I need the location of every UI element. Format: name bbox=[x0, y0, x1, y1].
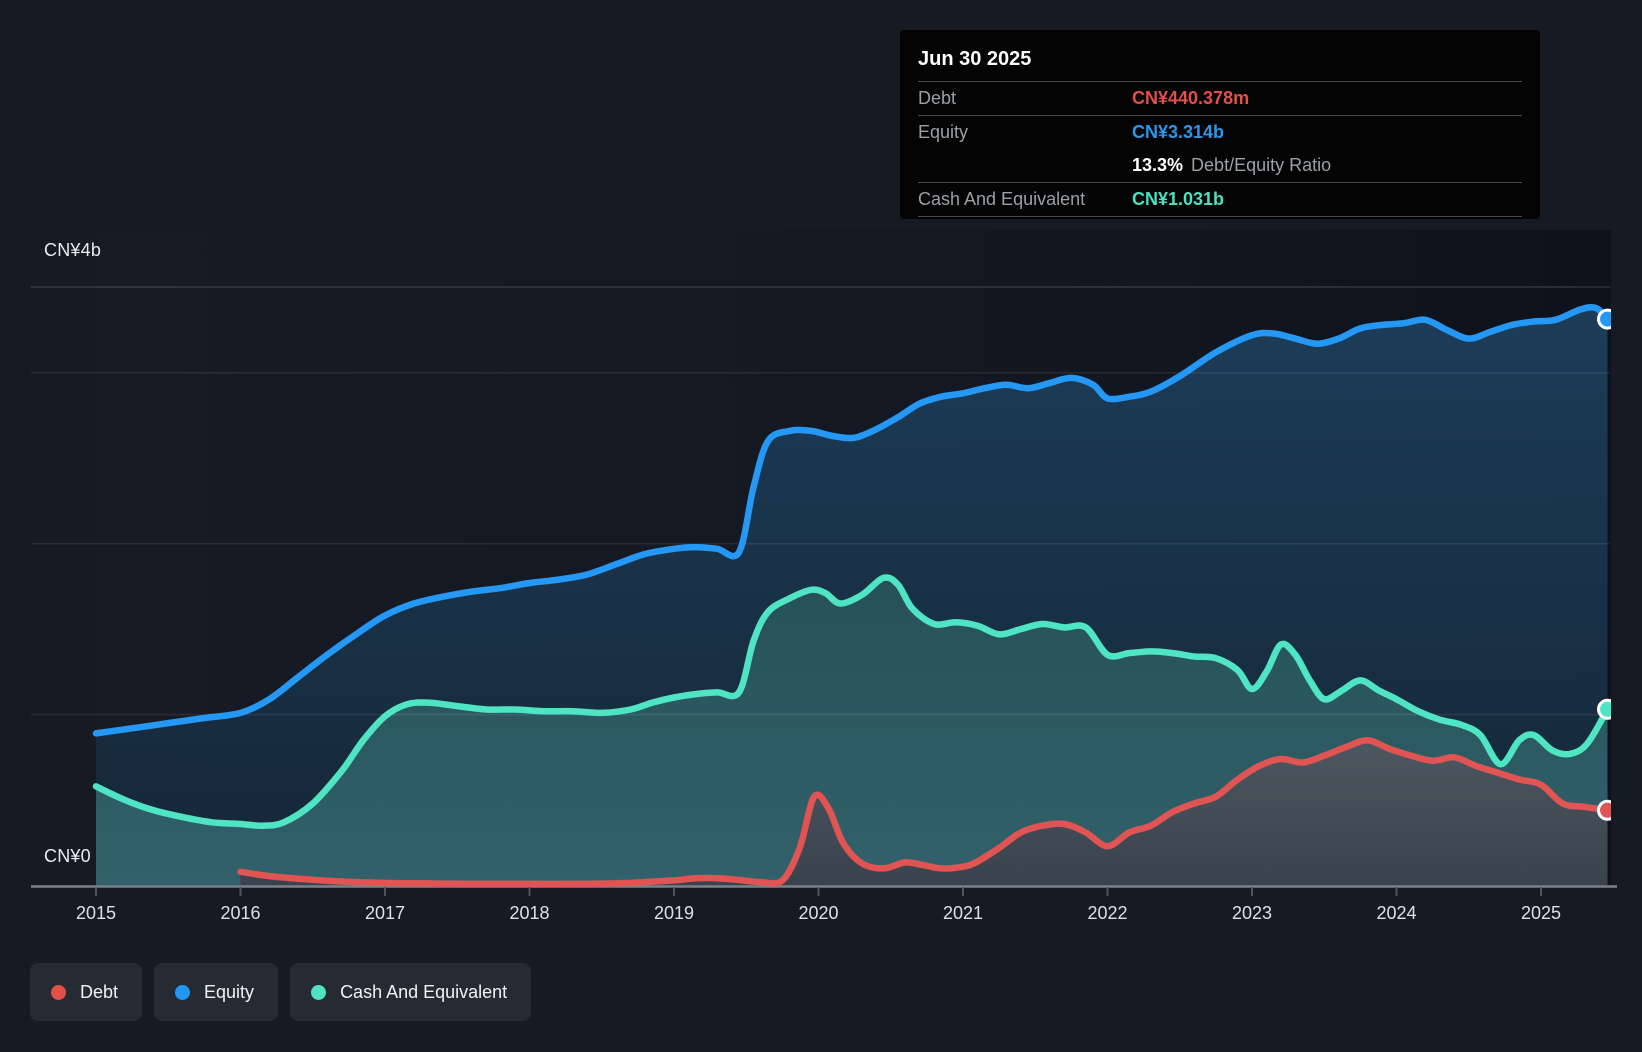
x-tick-label-2018: 2018 bbox=[509, 903, 550, 923]
end-dot-equity bbox=[1597, 308, 1611, 330]
x-axis-ticks bbox=[95, 887, 1542, 896]
tooltip: Jun 30 2025 Debt CN¥440.378m Equity CN¥3… bbox=[900, 30, 1540, 219]
tooltip-cash-value: CN¥1.031b bbox=[1132, 189, 1225, 209]
x-tick-label-2022: 2022 bbox=[1087, 903, 1128, 923]
tooltip-ratio-label: Debt/Equity Ratio bbox=[1191, 155, 1332, 175]
end-dot-cash-and-equivalent bbox=[1597, 698, 1611, 720]
gridlines bbox=[31, 286, 1617, 888]
tooltip-debt-value: CN¥440.378m bbox=[1132, 88, 1250, 108]
tooltip-row-equity: Equity CN¥3.314b bbox=[918, 116, 1522, 149]
x-tick-label-2023: 2023 bbox=[1231, 903, 1273, 923]
legend-item-label: Cash And Equivalent bbox=[340, 981, 508, 1002]
tooltip-row-ratio: 13.3% Debt/Equity Ratio bbox=[918, 149, 1522, 183]
series-end-dots bbox=[1597, 308, 1611, 821]
legend-dot-icon bbox=[51, 984, 66, 1000]
tooltip-debt-label: Debt bbox=[918, 88, 957, 108]
x-tick-label-2017: 2017 bbox=[364, 903, 406, 923]
tooltip-cash-label: Cash And Equivalent bbox=[918, 189, 1086, 209]
y-axis-label-max: CN¥4b bbox=[44, 240, 102, 260]
legend-item-label: Debt bbox=[80, 981, 119, 1002]
x-tick-label-2019: 2019 bbox=[653, 903, 695, 923]
tooltip-date: Jun 30 2025 bbox=[918, 42, 1522, 82]
legend-item-cash-and-equivalent[interactable]: Cash And Equivalent bbox=[290, 963, 532, 1021]
x-tick-label-2024: 2024 bbox=[1376, 903, 1417, 923]
legend-item-label: Equity bbox=[204, 981, 255, 1002]
tooltip-equity-value: CN¥3.314b bbox=[1132, 122, 1225, 142]
x-tick-label-2025: 2025 bbox=[1520, 903, 1562, 923]
x-tick-label-2015: 2015 bbox=[75, 903, 117, 923]
x-tick-label-2021: 2021 bbox=[942, 903, 984, 923]
series-lines bbox=[92, 303, 1611, 888]
legend-dot-icon bbox=[175, 984, 191, 1000]
end-dot-debt bbox=[1597, 799, 1611, 821]
y-axis-label-zero: CN¥0 bbox=[44, 846, 91, 866]
legend-item-debt[interactable]: Debt bbox=[30, 963, 143, 1021]
tooltip-equity-label: Equity bbox=[918, 122, 969, 142]
legend: Debt Equity Cash And Equivalent bbox=[30, 963, 532, 1021]
legend-item-equity[interactable]: Equity bbox=[154, 963, 279, 1021]
legend-dot-icon bbox=[311, 984, 327, 1000]
x-tick-label-2016: 2016 bbox=[220, 903, 261, 923]
series-area-fills bbox=[96, 307, 1608, 886]
x-tick-label-2020: 2020 bbox=[798, 903, 839, 923]
tooltip-row-debt: Debt CN¥440.378m bbox=[918, 82, 1522, 116]
x-axis-labels: 2015 2016 2017 2018 2019 2020 2021 2022 2023 2024… bbox=[0, 903, 1642, 929]
tooltip-row-cash: Cash And Equivalent CN¥1.031b bbox=[918, 183, 1522, 217]
tooltip-ratio-value: 13.3% bbox=[1132, 155, 1184, 175]
